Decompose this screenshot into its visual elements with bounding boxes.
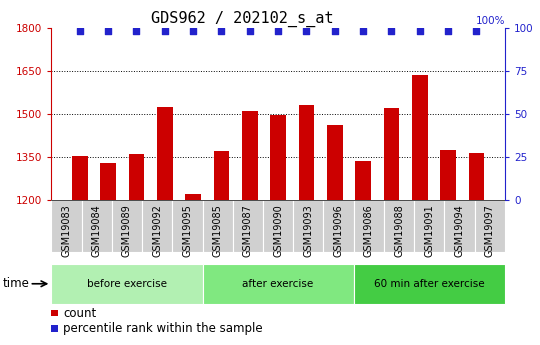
Point: [189, 28, 198, 34]
Bar: [142, 200, 172, 252]
Text: GSM19085: GSM19085: [213, 204, 222, 257]
Bar: [214, 151, 229, 200]
Point: [472, 28, 481, 34]
Text: GSM19091: GSM19091: [424, 204, 434, 257]
Bar: [293, 200, 323, 252]
Bar: [414, 200, 444, 252]
Bar: [299, 105, 314, 200]
Bar: [444, 200, 475, 252]
Bar: [327, 125, 342, 200]
Bar: [384, 108, 399, 200]
Bar: [354, 200, 384, 252]
Bar: [384, 200, 414, 252]
Point: [415, 28, 424, 34]
Bar: [233, 200, 263, 252]
Text: GSM19093: GSM19093: [303, 204, 313, 257]
Point: [387, 28, 396, 34]
Bar: [355, 161, 371, 200]
Bar: [100, 163, 116, 200]
Text: GSM19088: GSM19088: [394, 204, 404, 257]
Text: 100%: 100%: [475, 16, 505, 26]
Point: [104, 28, 112, 34]
Text: GSM19087: GSM19087: [243, 204, 253, 257]
Text: GSM19084: GSM19084: [92, 204, 102, 257]
Text: GSM19095: GSM19095: [183, 204, 192, 257]
Bar: [129, 154, 144, 200]
Bar: [469, 152, 484, 200]
Bar: [271, 115, 286, 200]
Bar: [202, 200, 233, 252]
Bar: [157, 107, 172, 200]
Text: GSM19086: GSM19086: [364, 204, 374, 257]
Point: [274, 28, 282, 34]
Point: [132, 28, 141, 34]
Bar: [440, 150, 456, 200]
Text: GSM19083: GSM19083: [62, 204, 71, 257]
Bar: [412, 75, 428, 200]
Text: GSM19090: GSM19090: [273, 204, 283, 257]
Point: [302, 28, 310, 34]
Bar: [475, 200, 505, 252]
Text: GDS962 / 202102_s_at: GDS962 / 202102_s_at: [151, 10, 333, 27]
Bar: [112, 200, 142, 252]
Point: [444, 28, 453, 34]
Bar: [82, 200, 112, 252]
Text: before exercise: before exercise: [87, 279, 167, 289]
Text: GSM19097: GSM19097: [485, 204, 495, 257]
Text: GSM19092: GSM19092: [152, 204, 162, 257]
Text: count: count: [63, 307, 97, 319]
Text: percentile rank within the sample: percentile rank within the sample: [63, 322, 263, 335]
Text: GSM19089: GSM19089: [122, 204, 132, 257]
Bar: [323, 200, 354, 252]
Bar: [263, 200, 293, 252]
Point: [246, 28, 254, 34]
Bar: [51, 264, 202, 304]
Text: GSM19096: GSM19096: [334, 204, 343, 257]
Bar: [242, 111, 258, 200]
Bar: [185, 194, 201, 200]
Bar: [202, 264, 354, 304]
Bar: [172, 200, 202, 252]
Text: GSM19094: GSM19094: [455, 204, 464, 257]
Bar: [354, 264, 505, 304]
Point: [76, 28, 84, 34]
Point: [330, 28, 339, 34]
Point: [359, 28, 367, 34]
Text: after exercise: after exercise: [242, 279, 314, 289]
Bar: [72, 156, 87, 200]
Text: 60 min after exercise: 60 min after exercise: [374, 279, 484, 289]
Point: [217, 28, 226, 34]
Point: [160, 28, 169, 34]
Bar: [51, 200, 82, 252]
Text: time: time: [3, 277, 30, 290]
